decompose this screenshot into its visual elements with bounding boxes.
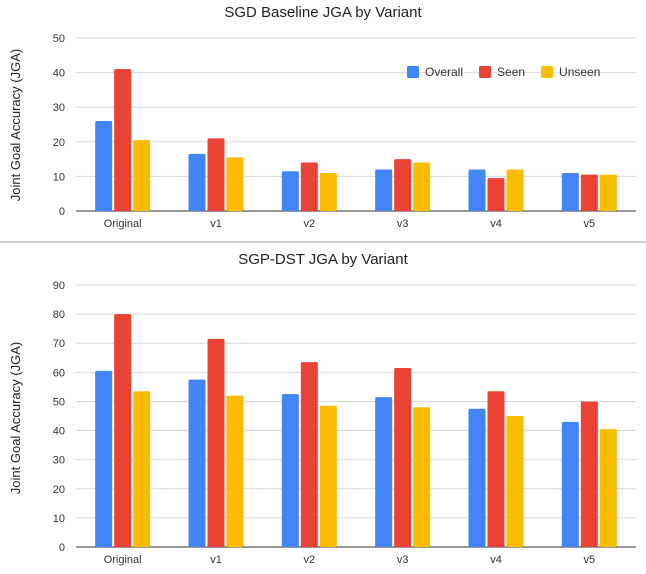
- bar-overall-v5: [561, 172, 579, 211]
- gridlines: [76, 37, 636, 212]
- bar-seen-v1: [207, 138, 225, 211]
- y-tick-label: 0: [59, 542, 65, 554]
- x-tick-label: v5: [584, 218, 596, 230]
- legend-swatch: [407, 66, 419, 78]
- bar-overall-v4: [468, 169, 486, 211]
- y-axis-label: Joint Goal Accuracy (JGA): [8, 49, 23, 201]
- bar-overall-v2: [281, 171, 299, 211]
- y-tick-label: 10: [53, 513, 65, 525]
- y-tick-label: 60: [53, 367, 65, 379]
- y-tick-label: 50: [53, 396, 65, 408]
- bar-seen-v3: [394, 159, 412, 211]
- y-tick-label: 50: [53, 33, 65, 45]
- bar-unseen-v4: [506, 169, 524, 211]
- bar-overall-v1: [188, 153, 206, 211]
- bar-seen-v5: [580, 401, 598, 547]
- bar-overall-v4: [468, 408, 486, 547]
- bar-seen-v4: [487, 391, 505, 547]
- x-tick-label: v4: [490, 554, 502, 566]
- bar-unseen-original: [133, 391, 151, 547]
- x-tick-labels: Original v1 v2 v3 v4 v5: [104, 554, 595, 566]
- bar-overall-v3: [375, 169, 393, 211]
- bar-unseen-v1: [226, 157, 244, 211]
- bar-seen-v5: [580, 174, 598, 211]
- bar-seen-original: [114, 69, 132, 211]
- bar-seen-v3: [394, 367, 412, 547]
- x-tick-label: v2: [304, 554, 316, 566]
- y-tick-label: 30: [53, 455, 65, 467]
- x-tick-label: v2: [304, 218, 316, 230]
- bar-overall-v2: [281, 394, 299, 547]
- x-tick-label: v1: [210, 554, 222, 566]
- x-tick-labels: Original v1 v2 v3 v4 v5: [104, 218, 595, 230]
- bar-seen-v2: [300, 362, 318, 547]
- legend-swatch: [479, 66, 492, 78]
- y-tick-label: 10: [53, 171, 65, 183]
- legend: Overall Seen Unseen: [407, 65, 600, 79]
- bars: [95, 314, 617, 547]
- bar-unseen-v4: [506, 416, 524, 547]
- bar-unseen-original: [133, 140, 151, 211]
- bar-overall-original: [95, 370, 113, 547]
- bar-unseen-v5: [599, 174, 617, 211]
- x-tick-label: Original: [104, 554, 142, 566]
- x-tick-label: Original: [104, 218, 142, 230]
- bar-overall-v3: [375, 397, 393, 547]
- x-tick-label: v1: [210, 218, 222, 230]
- legend-item-unseen: Unseen: [541, 65, 600, 79]
- y-tick-label: 40: [53, 426, 65, 438]
- bar-seen-v1: [207, 338, 225, 547]
- sgp-dst-chart: SGP-DST JGA by Variant Joint Goal Accura…: [8, 251, 636, 566]
- x-tick-label: v5: [584, 554, 596, 566]
- y-tick-label: 0: [59, 206, 65, 218]
- y-tick-label: 90: [53, 280, 65, 292]
- chart-title: SGP-DST JGA by Variant: [238, 251, 408, 268]
- y-tick-label: 70: [53, 338, 65, 350]
- bar-unseen-v3: [413, 162, 431, 211]
- x-tick-label: v3: [397, 218, 409, 230]
- bar-unseen-v5: [599, 429, 617, 547]
- bar-seen-original: [114, 314, 132, 547]
- y-tick-labels: 0 10 20 30 40 50 60 70 80 90: [53, 280, 65, 554]
- y-axis-label: Joint Goal Accuracy (JGA): [8, 342, 23, 494]
- chart-title: SGD Baseline JGA by Variant: [224, 4, 422, 21]
- y-tick-label: 20: [53, 137, 65, 149]
- bar-seen-v4: [487, 178, 505, 211]
- y-tick-label: 40: [53, 68, 65, 80]
- y-tick-label: 80: [53, 309, 65, 321]
- y-tick-label: 20: [53, 484, 65, 496]
- y-tick-labels: 0 10 20 30 40 50: [53, 33, 65, 218]
- legend-label: Overall: [425, 65, 463, 79]
- legend-label: Seen: [497, 65, 525, 79]
- legend-item-seen: Seen: [479, 65, 525, 79]
- legend-item-overall: Overall: [407, 65, 463, 79]
- x-tick-label: v3: [397, 554, 409, 566]
- bar-unseen-v3: [413, 407, 431, 547]
- bar-unseen-v2: [319, 405, 337, 547]
- bar-overall-v1: [188, 379, 206, 547]
- x-tick-label: v4: [490, 218, 502, 230]
- bar-unseen-v2: [319, 172, 337, 211]
- bars: [95, 69, 617, 211]
- legend-label: Unseen: [559, 65, 600, 79]
- bar-seen-v2: [300, 162, 318, 211]
- gridlines: [76, 284, 636, 548]
- bar-overall-v5: [561, 421, 579, 547]
- bar-overall-original: [95, 121, 113, 211]
- legend-swatch: [541, 66, 554, 78]
- bar-unseen-v1: [226, 395, 244, 547]
- y-tick-label: 30: [53, 102, 65, 114]
- sgd-baseline-chart: SGD Baseline JGA by Variant Joint Goal A…: [8, 4, 636, 230]
